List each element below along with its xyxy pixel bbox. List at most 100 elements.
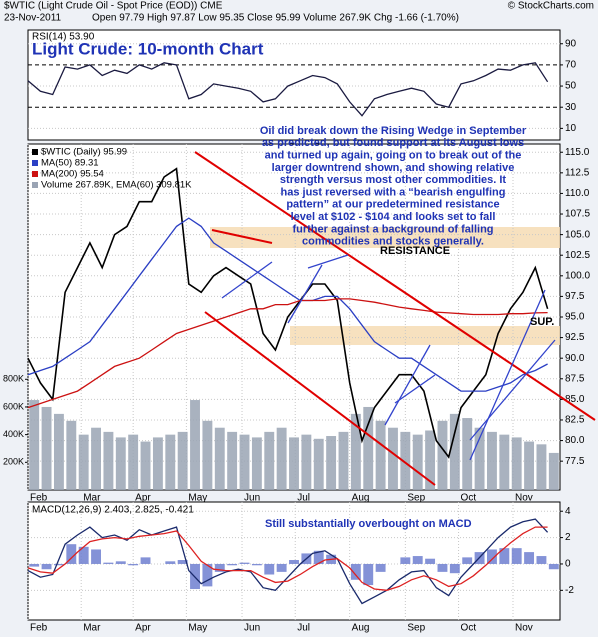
legend-label: MA(200) 95.54	[41, 169, 104, 180]
y-tick-label: 77.5	[565, 456, 585, 467]
annotation: commodities and stocks generally.	[302, 236, 484, 248]
bar	[400, 557, 411, 564]
bar	[548, 563, 559, 570]
bar	[548, 452, 559, 490]
bar	[437, 563, 448, 572]
series-line	[27, 167, 549, 459]
annotation: level at $102 - $104 and looks set to fa…	[291, 211, 496, 223]
x-tick-label: Oct	[461, 493, 477, 504]
support-label: SUP.	[530, 316, 554, 328]
resistance-label: RESISTANCE	[380, 245, 450, 257]
y-tick-label: 92.5	[565, 332, 585, 343]
bar	[449, 413, 460, 490]
header-date: 23-Nov-2011	[4, 13, 62, 24]
bar	[251, 437, 262, 490]
bar	[524, 441, 535, 490]
bar	[53, 413, 64, 490]
bar	[462, 557, 473, 564]
bar	[66, 420, 77, 490]
panel-label: RSI(14) 53.90	[32, 32, 95, 43]
bar	[177, 431, 188, 490]
trend-line	[204, 311, 436, 486]
bar	[289, 560, 299, 564]
bar	[202, 420, 213, 490]
bar	[214, 427, 225, 490]
trend-line	[287, 264, 323, 324]
x-tick-label: Nov	[515, 493, 533, 504]
bar	[115, 437, 126, 490]
y-tick-label: 80.0	[565, 435, 585, 446]
bar	[251, 563, 262, 566]
y2-tick-label: 400K	[3, 429, 24, 439]
bar	[214, 563, 225, 572]
bar	[350, 413, 361, 490]
bar	[375, 420, 386, 490]
annotation: Oil did break down the Rising Wedge in S…	[260, 125, 527, 137]
resistance-band	[210, 227, 560, 248]
annotation: pattern” at our predetermined resistance	[286, 199, 499, 211]
x-tick-label: Jul	[297, 493, 310, 504]
bar	[536, 556, 547, 564]
y-tick-label: 112.5	[565, 167, 590, 178]
bar	[128, 563, 139, 566]
bar	[412, 556, 423, 564]
series-line	[27, 518, 549, 605]
bar	[41, 563, 52, 570]
bar	[313, 550, 324, 564]
y-tick-label: 90	[565, 38, 577, 49]
y2-tick-label: 800K	[3, 374, 24, 384]
support-band	[290, 326, 560, 345]
y-tick-label: 30	[565, 102, 577, 113]
x-tick-label: Feb	[30, 493, 48, 504]
bar	[264, 563, 275, 575]
bar	[388, 427, 398, 490]
bar	[103, 431, 114, 490]
bar	[462, 418, 473, 490]
legend-label: MA(50) 89.31	[41, 158, 99, 169]
annotation: strength versus most other commodities. …	[280, 174, 506, 186]
y-tick-label: 90.0	[565, 353, 585, 364]
header-symbol: $WTIC (Light Crude Oil - Spot Price (EOD…	[4, 1, 223, 12]
bar	[499, 548, 510, 564]
trend-line	[307, 254, 349, 269]
bar	[264, 431, 275, 490]
x-tick-label: Mar	[83, 493, 101, 504]
x-tick-label: Feb	[30, 623, 48, 634]
bar	[78, 546, 89, 564]
bar	[412, 434, 423, 490]
trend-line	[469, 289, 546, 461]
bar	[53, 563, 64, 566]
bar	[165, 434, 176, 490]
y2-tick-label: 200K	[3, 457, 24, 467]
legend-label: Volume 267.89K, EMA(60) 309.81K	[41, 180, 192, 191]
y-tick-label: 115.0	[565, 147, 590, 158]
bar	[425, 558, 436, 564]
x-tick-label: Jun	[244, 623, 260, 634]
bar	[128, 434, 139, 490]
annotation: further against a background of falling	[292, 223, 493, 235]
x-tick-label: Apr	[135, 493, 151, 504]
bar	[152, 437, 163, 490]
annotation: as predicted, but found support at its A…	[262, 137, 524, 149]
y-tick-label: 102.5	[565, 250, 590, 261]
legend-label: $WTIC (Daily) 95.99	[41, 147, 127, 158]
x-tick-label: Sep	[407, 623, 425, 634]
y-tick-label: 0	[565, 559, 571, 570]
x-tick-label: Jun	[244, 493, 260, 504]
y-tick-label: -2	[565, 585, 574, 596]
x-tick-label: Jul	[297, 623, 310, 634]
bar	[140, 441, 151, 490]
bar	[449, 563, 460, 574]
bar	[474, 427, 485, 490]
trend-line	[469, 339, 556, 441]
y-tick-label: 10	[565, 123, 577, 134]
bar	[400, 431, 411, 490]
bar	[524, 552, 535, 564]
bar	[363, 406, 374, 490]
annotation: and turned up again, going on to break o…	[265, 150, 522, 162]
bar	[536, 444, 547, 490]
y-tick-label: 107.5	[565, 209, 590, 220]
y-tick-label: 87.5	[565, 373, 585, 384]
bar	[140, 557, 151, 564]
series-line	[27, 526, 548, 591]
